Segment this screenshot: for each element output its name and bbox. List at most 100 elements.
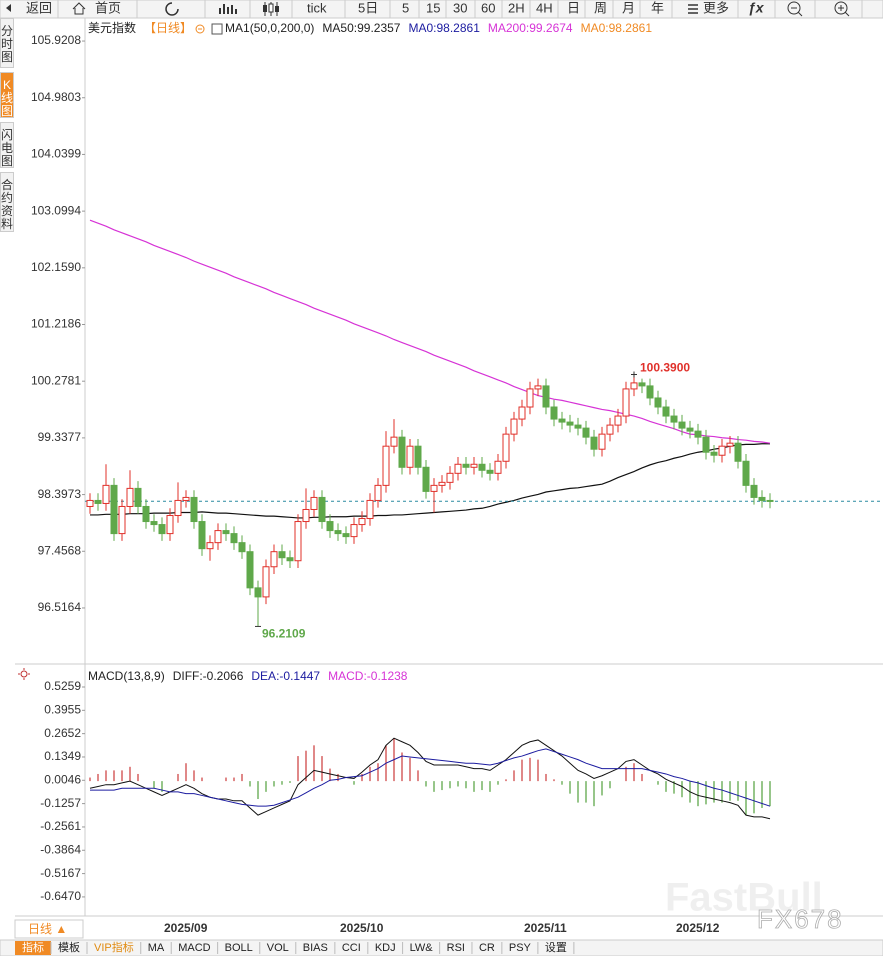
toolbar-button[interactable]: tick [307,0,327,15]
bottom-tab[interactable]: CR [479,942,495,954]
bottom-tab[interactable]: MA [148,942,165,954]
side-tab[interactable]: 合约资料 [0,172,14,232]
candle-body [286,557,294,562]
bottom-tab[interactable]: KDJ [375,942,396,954]
y-tick-label: 104.0399 [31,147,81,161]
candle-body [310,496,318,510]
side-tab[interactable]: K线图 [0,72,14,118]
y-tick-label: 105.9208 [31,33,81,47]
candle-body [526,388,534,408]
candle-body [622,388,630,417]
period-button-bg[interactable] [14,919,84,939]
fx-icon[interactable]: ƒx [748,0,765,16]
toolbar-button[interactable]: 2H [508,0,525,15]
candle-body [542,385,550,408]
toolbar-button[interactable]: 日 [567,0,580,15]
bottom-tab[interactable]: BOLL [225,942,253,954]
candle-body [574,424,582,429]
candle-body [686,427,694,432]
toolbar-button[interactable]: 周 [594,0,607,15]
candle-body [478,463,486,471]
y-tick-label: -0.5167 [40,866,81,880]
macd-line [89,737,771,820]
home-icon[interactable] [72,2,86,15]
y-tick-label: 100.2781 [31,373,81,387]
bar-icon[interactable] [219,4,237,14]
y-tick-label: -0.3864 [40,842,81,856]
period-button[interactable]: 日线 ▲ [28,922,67,936]
bottom-tab[interactable]: VIP指标 [94,940,134,954]
toolbar-button[interactable]: 年 [651,0,664,15]
legend-entry: DIFF:-0.2066 [173,669,244,683]
low-label: 96.2109 [262,627,306,641]
toolbar-button[interactable]: 5 [402,0,409,15]
y-tick-label: 0.0046 [44,772,81,786]
candle-body [598,433,606,450]
toolbar-button[interactable]: 30 [453,0,467,15]
candle-body [654,397,662,408]
toolbar-button[interactable]: 首页 [95,0,121,15]
bottom-tab[interactable]: BIAS [303,942,328,954]
bottom-tab[interactable]: LW& [410,942,434,954]
bottom-tab[interactable]: 指标 [22,940,44,954]
candle-body [486,469,494,474]
bottom-tab[interactable]: CCI [342,942,361,954]
candle-body [190,496,198,523]
candle-icon [275,6,279,12]
y-tick-label: -0.1257 [40,796,81,810]
y-tick-label: 104.9803 [31,90,81,104]
candle-body [86,499,94,507]
candle-body [742,460,750,486]
macd-line [90,748,771,807]
candle-body [262,566,270,598]
bottom-tab[interactable]: 设置 [545,941,567,954]
toolbar-button[interactable]: 返回 [26,0,52,15]
toolbar-button[interactable]: 15 [426,0,440,15]
candle-body [758,496,766,501]
candle-body [646,385,654,399]
candle-body [414,445,422,468]
candle-body [366,499,374,520]
candle-body [510,418,518,435]
toolbar-button[interactable]: 更多 [703,0,729,15]
refresh-icon[interactable] [165,2,179,16]
y-tick-label: -0.2561 [40,819,81,833]
watermark: FastBull [665,876,823,920]
candle-body [246,551,254,589]
candle-body [766,499,774,502]
candle-body [174,499,182,517]
indicator-icon[interactable] [211,23,223,35]
candle-body [438,481,446,486]
bottom-tab[interactable]: RSI [447,942,465,954]
bottom-bar [0,939,883,956]
menu-icon[interactable] [688,4,698,14]
toolbar-button[interactable]: 60 [481,0,495,15]
collapse-icon[interactable] [195,24,205,34]
side-tab[interactable]: 分时图 [0,18,14,68]
bottom-tab[interactable]: VOL [267,942,289,954]
zoom-out-icon[interactable] [787,1,801,15]
y-tick-label: 0.3955 [44,703,81,717]
settings-icon[interactable] [20,670,28,678]
candle-body [502,433,510,462]
bottom-tab[interactable]: PSY [509,942,532,954]
candle-body [406,445,414,468]
y-tick-label: 103.0994 [31,203,81,217]
back-icon[interactable] [6,4,11,12]
candle-body [318,496,326,523]
candle-body [206,542,214,550]
bottom-tab[interactable]: 模板 [58,940,80,954]
toolbar-button[interactable]: 4H [536,0,553,15]
y-tick-label: 0.1349 [44,749,81,763]
candle-body [254,587,262,598]
toolbar-button[interactable]: 月 [622,0,635,15]
candle-body [334,530,342,535]
candle-body [182,496,190,501]
candle-body [358,518,366,526]
zoom-in-icon[interactable] [834,1,848,15]
bottom-tab[interactable]: MACD [178,942,210,954]
side-tab[interactable]: 闪电图 [0,122,14,168]
toolbar-button[interactable]: 5日 [358,0,378,15]
candle-icon [268,3,274,13]
